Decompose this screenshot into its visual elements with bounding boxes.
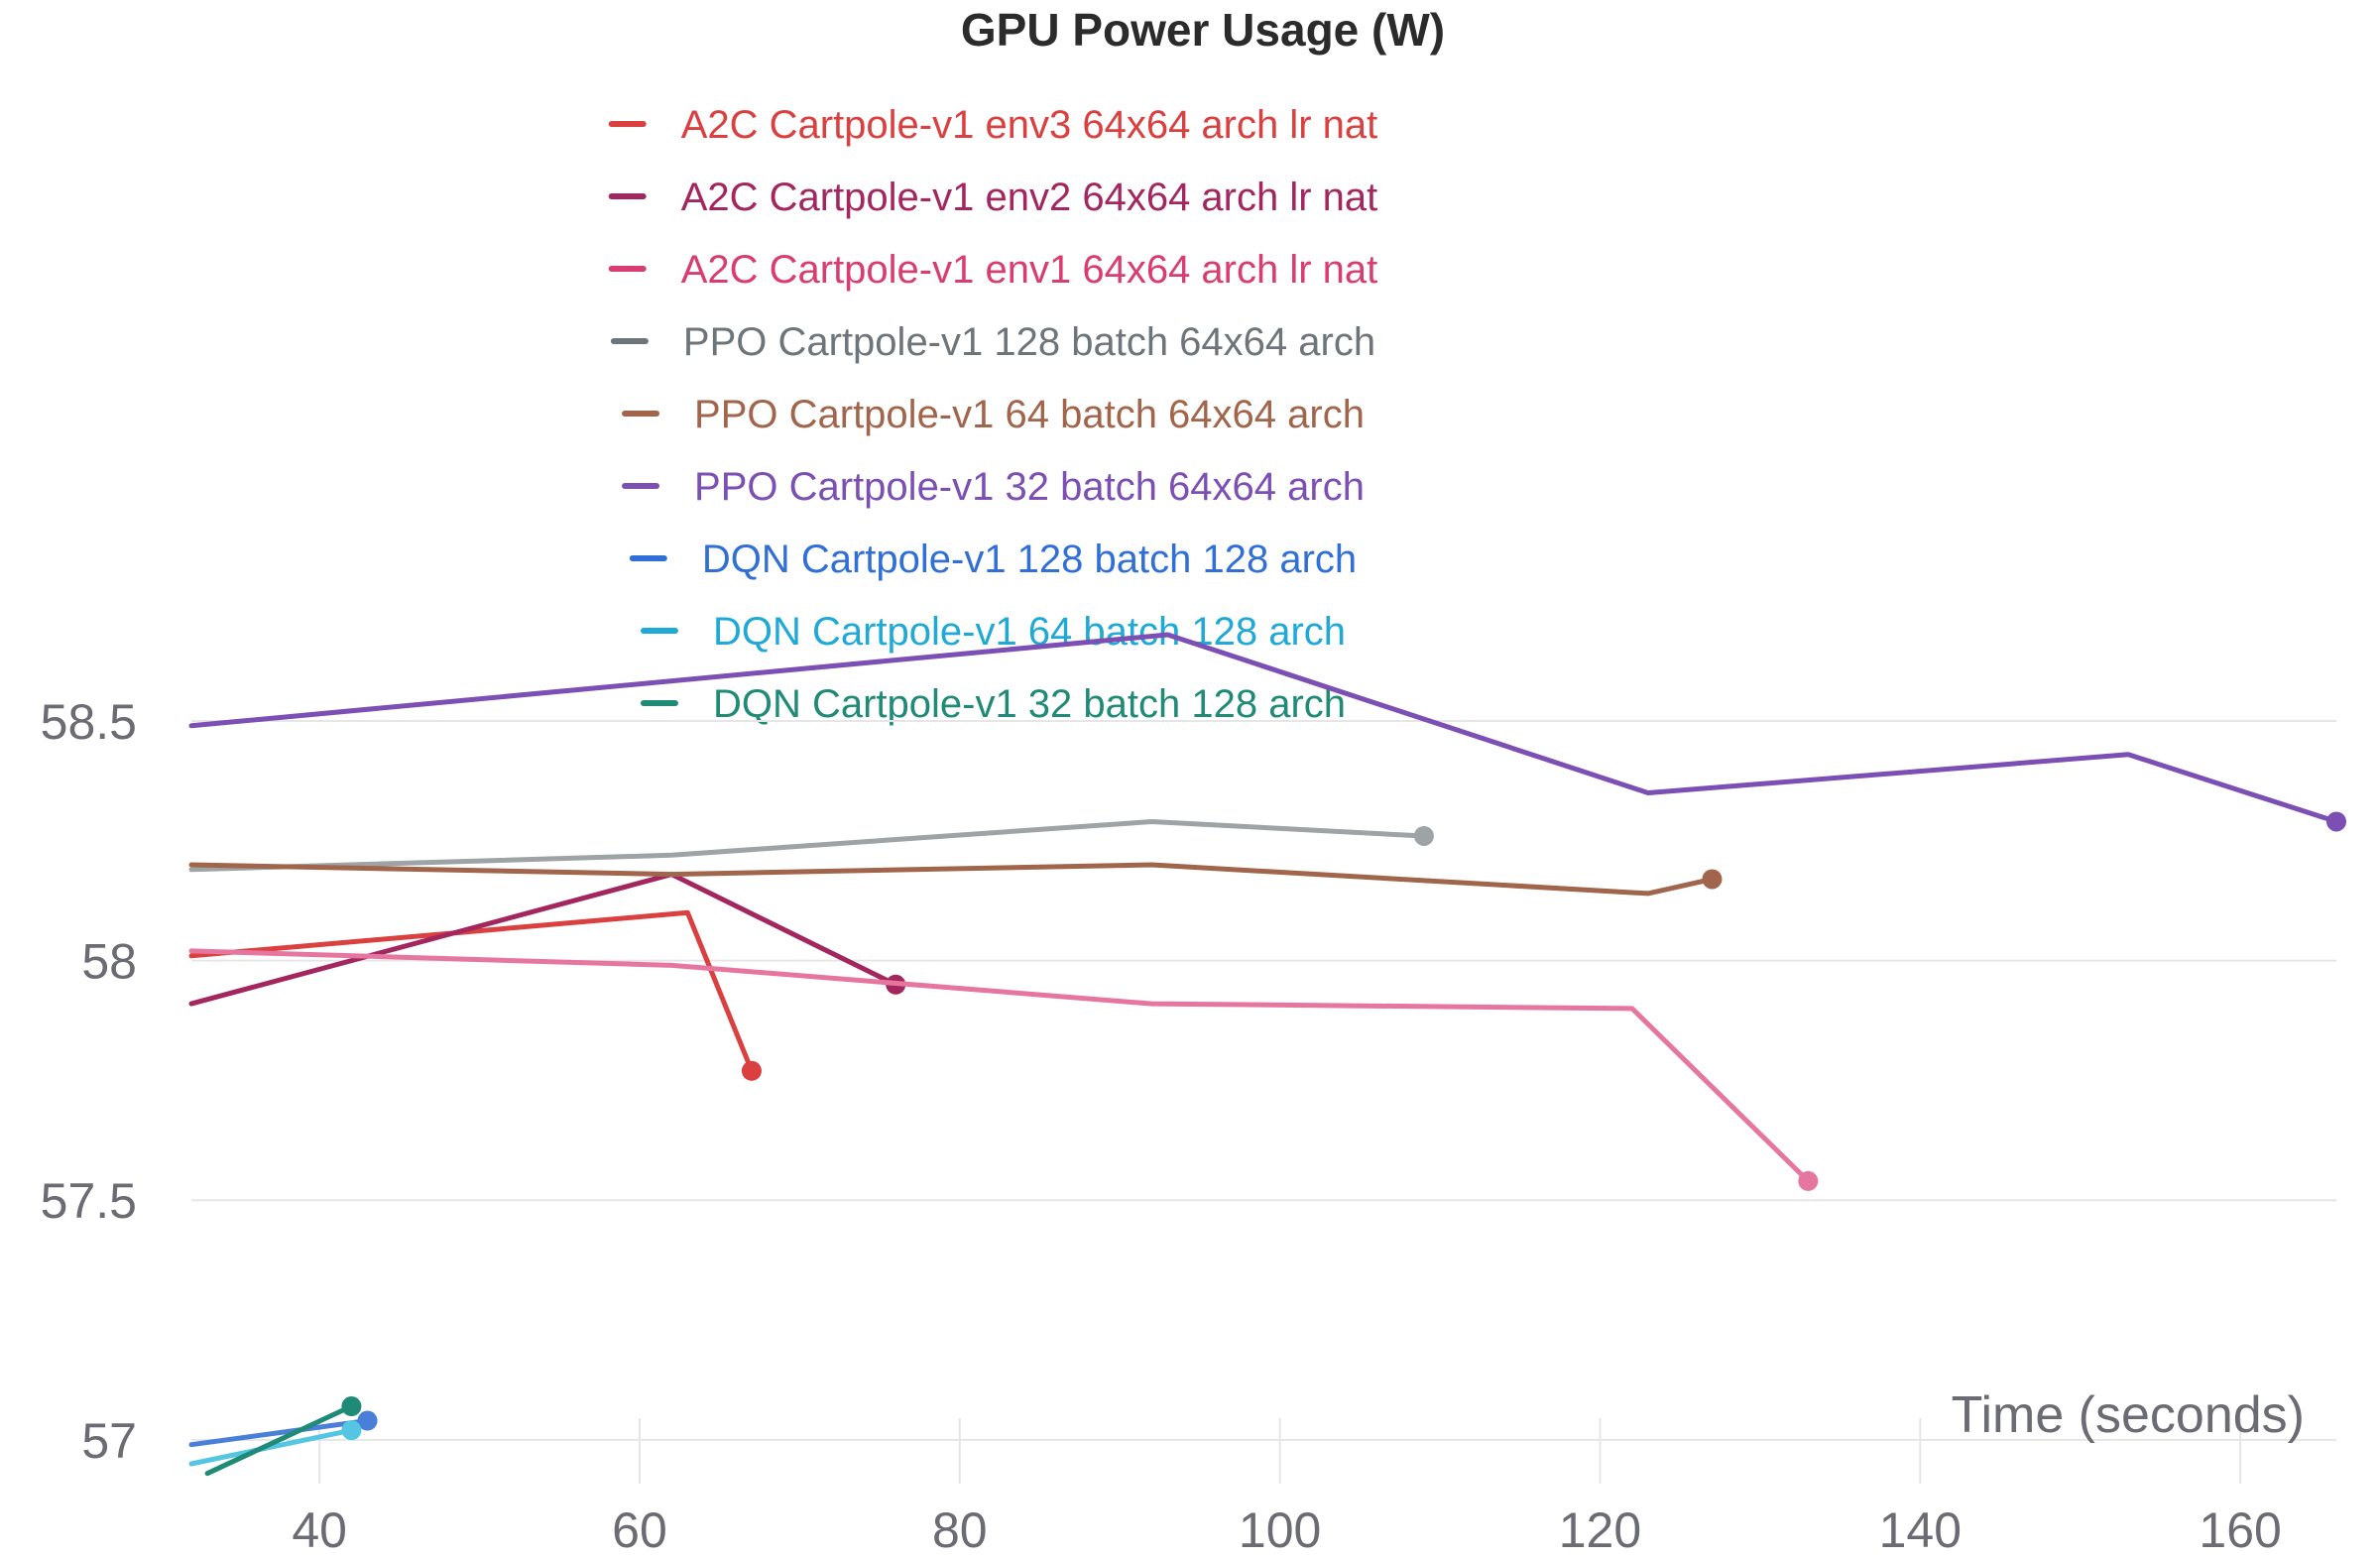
legend: A2C Cartpole-v1 env3 64x64 arch lr nat A2… (608, 103, 1378, 726)
series-end-point (357, 1410, 378, 1431)
series-line (188, 819, 1427, 873)
legend-item[interactable]: DQN Cartpole-v1 64 batch 128 arch (640, 610, 1346, 654)
series-line (188, 1418, 371, 1448)
x-tick-label: 80 (932, 1502, 988, 1558)
y-tick-label: 58 (81, 934, 137, 990)
legend-label: PPO Cartpole-v1 32 batch 64x64 arch (694, 465, 1365, 509)
legend-label: DQN Cartpole-v1 128 batch 128 arch (702, 538, 1357, 581)
series-end-point (341, 1396, 362, 1417)
legend-item[interactable]: A2C Cartpole-v1 env1 64x64 arch lr nat (608, 248, 1378, 292)
series-end-point (1702, 869, 1723, 890)
series-line (188, 909, 755, 1074)
series-layer (188, 632, 2346, 1477)
series-end-point (1413, 825, 1434, 846)
gridlines (191, 719, 2336, 1484)
legend-label: A2C Cartpole-v1 env3 64x64 arch lr nat (681, 103, 1378, 147)
series-line (188, 872, 898, 1007)
y-tick-label: 58.5 (41, 694, 137, 750)
chart-title: GPU Power Usage (W) (961, 4, 1445, 56)
series-line (188, 948, 1811, 1184)
legend-item[interactable]: PPO Cartpole-v1 128 batch 64x64 arch (610, 320, 1375, 364)
legend-label: DQN Cartpole-v1 32 batch 128 arch (713, 682, 1346, 726)
x-tick-label: 140 (1879, 1502, 1962, 1558)
legend-label: PPO Cartpole-v1 64 batch 64x64 arch (694, 393, 1365, 436)
series-line (188, 632, 2339, 824)
x-tick-label: 60 (612, 1502, 667, 1558)
x-tick-label: 40 (292, 1502, 347, 1558)
series-line (188, 1427, 354, 1467)
series-end-point (2326, 811, 2346, 832)
legend-item[interactable]: A2C Cartpole-v1 env2 64x64 arch lr nat (608, 176, 1378, 219)
legend-label: A2C Cartpole-v1 env2 64x64 arch lr nat (681, 176, 1378, 219)
legend-item[interactable]: PPO Cartpole-v1 64 batch 64x64 arch (622, 393, 1365, 436)
y-tick-label: 57 (81, 1413, 137, 1469)
series-end-point (741, 1060, 762, 1081)
x-axis-label: Time (seconds) (1952, 1386, 2305, 1444)
legend-label: A2C Cartpole-v1 env1 64x64 arch lr nat (681, 248, 1378, 292)
x-axis-ticks: 40 60 80 100 120 140 160 (292, 1502, 2282, 1558)
y-axis-ticks: 57 57.5 58 58.5 (41, 694, 137, 1469)
legend-label: PPO Cartpole-v1 128 batch 64x64 arch (683, 320, 1375, 364)
legend-item[interactable]: A2C Cartpole-v1 env3 64x64 arch lr nat (608, 103, 1378, 147)
legend-item[interactable]: PPO Cartpole-v1 32 batch 64x64 arch (622, 465, 1365, 509)
series-line (188, 862, 1715, 897)
x-tick-label: 100 (1239, 1502, 1321, 1558)
legend-item[interactable]: DQN Cartpole-v1 128 batch 128 arch (629, 538, 1357, 581)
series-line (204, 1403, 354, 1477)
x-tick-label: 120 (1559, 1502, 1641, 1558)
series-end-point (1798, 1170, 1819, 1191)
series-end-point (341, 1420, 362, 1441)
y-tick-label: 57.5 (41, 1173, 137, 1229)
x-tick-label: 160 (2199, 1502, 2281, 1558)
legend-item[interactable]: DQN Cartpole-v1 32 batch 128 arch (640, 682, 1346, 726)
